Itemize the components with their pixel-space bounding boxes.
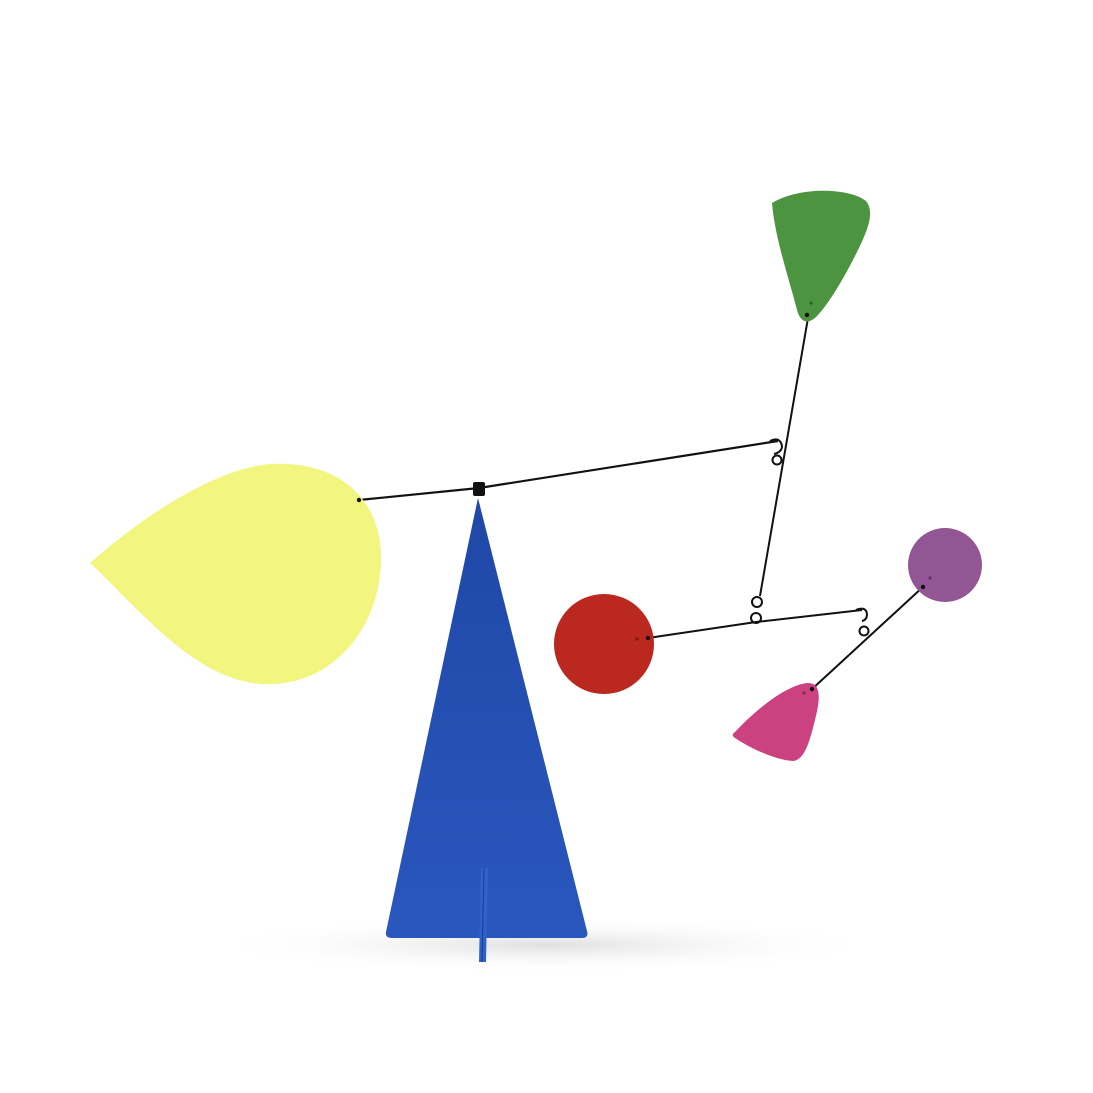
pink-pivot-dot xyxy=(809,686,815,692)
pink-triangle-piece xyxy=(732,683,819,761)
red-hole xyxy=(635,637,639,641)
red-pivot-dot xyxy=(645,635,651,641)
lower-ring-top xyxy=(751,596,763,608)
pink-hole xyxy=(802,691,806,695)
lower-wire-arm xyxy=(647,609,863,639)
purple-pivot-dot xyxy=(920,584,926,590)
green-triangle-piece xyxy=(772,190,871,322)
blue-triangle-base xyxy=(385,498,588,938)
floor-shadow xyxy=(205,917,885,973)
green-pivot-dot xyxy=(804,312,810,318)
purple-hole xyxy=(928,576,932,580)
main-arm-hook xyxy=(769,438,784,455)
lower-arm-hook xyxy=(855,607,869,622)
main-arm-ring xyxy=(771,454,783,466)
yellow-teardrop-piece xyxy=(90,463,382,685)
base-fin-edge xyxy=(481,867,485,963)
lower-arm-ring xyxy=(858,625,870,637)
main-wire-arm xyxy=(358,439,779,502)
green-hole xyxy=(809,301,813,305)
yellow-pivot-dot xyxy=(356,497,362,503)
red-circle-piece xyxy=(554,594,654,694)
purple-pink-wire xyxy=(810,585,925,691)
green-wire xyxy=(759,317,809,597)
purple-circle-piece xyxy=(908,528,982,602)
